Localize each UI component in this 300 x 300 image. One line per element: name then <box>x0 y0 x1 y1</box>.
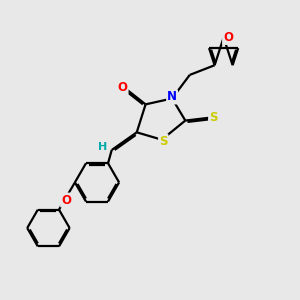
Text: O: O <box>118 81 128 94</box>
Text: S: S <box>159 135 167 148</box>
Text: H: H <box>98 142 107 152</box>
Text: S: S <box>209 111 218 124</box>
Text: O: O <box>223 31 233 44</box>
Text: N: N <box>167 91 177 103</box>
Text: O: O <box>61 194 71 207</box>
